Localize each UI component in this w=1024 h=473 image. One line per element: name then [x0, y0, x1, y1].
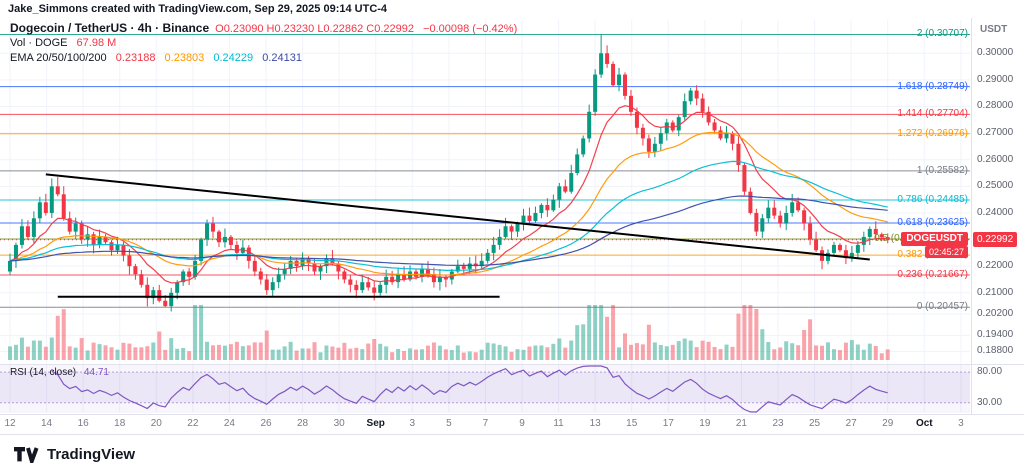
time-tick-label: 21	[735, 418, 747, 429]
fib-level-label: 0.236 (0.21667)	[897, 269, 968, 281]
price-tick-label: 0.21000	[977, 286, 1014, 298]
fib-level-label: 0.786 (0.24485)	[897, 194, 968, 206]
time-tick-label: 27	[845, 418, 857, 429]
price-tick-label: 0.26000	[977, 153, 1014, 165]
time-tick-label: 23	[772, 418, 784, 429]
price-tick-label: 0.20200	[977, 308, 1014, 320]
attribution-text: Jake_Simmons created with TradingView.co…	[8, 3, 388, 15]
time-tick-label: 15	[626, 418, 638, 429]
time-axis-divider	[0, 414, 1024, 415]
fib-level-label: 0 (0.20457)	[916, 301, 968, 313]
volume-legend-row: Vol · DOGE 67.98 M	[10, 37, 116, 49]
volume-value: 67.98 M	[76, 37, 117, 49]
symbol-price-label-badge: DOGEUSDT	[901, 232, 968, 247]
price-tick-label: 0.18800	[977, 345, 1014, 357]
pane-divider[interactable]	[0, 364, 1024, 365]
rsi-lower-band-label: 30.00	[977, 396, 1003, 408]
time-tick-label: 5	[446, 418, 452, 429]
ohlc-change: −0.00098 (−0.42%)	[423, 23, 518, 35]
ohlc-low: L0.22862	[317, 23, 364, 35]
fib-level-label: 1 (0.25582)	[916, 164, 968, 176]
price-tick-label: 0.24000	[977, 206, 1014, 218]
time-tick-label: 20	[150, 418, 162, 429]
ohlc-high: H0.23230	[266, 23, 315, 35]
time-tick-label: 26	[260, 418, 272, 429]
ema-legend-row: EMA 20/50/100/200 0.23188 0.23803 0.2422…	[10, 52, 302, 64]
time-tick-label: 14	[41, 418, 53, 429]
time-tick-label: 29	[882, 418, 894, 429]
footer-bar: TradingView	[0, 435, 1024, 473]
footer-divider	[0, 434, 1024, 435]
price-tick-label: 0.19400	[977, 329, 1014, 341]
time-tick-label: 19	[699, 418, 711, 429]
symbol-title: Dogecoin / TetherUS · 4h · Binance	[10, 21, 210, 35]
time-tick-label: 3	[409, 418, 416, 429]
time-tick-label: 18	[114, 418, 126, 429]
time-tick-label: 16	[77, 418, 89, 429]
time-tick-label: Sep	[366, 418, 385, 429]
ema-label: EMA 20/50/100/200	[10, 52, 107, 64]
ema200-value: 0.24131	[262, 52, 302, 64]
time-tick-label: 7	[482, 418, 489, 429]
tradingview-logo-icon	[14, 446, 39, 463]
price-tick-label: 0.29000	[977, 73, 1014, 85]
time-tick-label: 9	[519, 418, 525, 429]
symbol-legend-row: Dogecoin / TetherUS · 4h · Binance O0.230…	[10, 21, 517, 35]
ema100-value: 0.24229	[213, 52, 254, 64]
time-tick-label: 28	[297, 418, 309, 429]
time-tick-label: 13	[589, 418, 601, 429]
bar-countdown-badge: 02:45:27	[924, 246, 968, 259]
time-tick-label: 30	[333, 418, 345, 429]
time-axis[interactable]: 12 14 16 18 20 22 24 26 28 30 Sep 3 5 7 9 11 13 15 17 19 21 2…	[0, 417, 1024, 433]
time-tick-label: 12	[4, 418, 16, 429]
rsi-value: 44.71	[83, 367, 109, 378]
fib-level-label: 2 (0.30707)	[916, 28, 968, 40]
time-tick-label: 11	[553, 418, 564, 429]
time-tick-label: 24	[223, 418, 235, 429]
last-price-badge: 0.22992	[973, 231, 1018, 247]
volume-label: Vol · DOGE	[10, 37, 68, 49]
price-tick-label: 0.28000	[977, 100, 1014, 112]
price-axis[interactable]: USDT 80.00 30.00 0.30000 0.29000 0.28000 0.…	[972, 0, 1024, 473]
rsi-label: RSI (14, close)	[10, 367, 77, 378]
time-tick-label: 17	[662, 418, 674, 429]
ema20-value: 0.23188	[115, 52, 156, 64]
fib-level-label: 1.272 (0.26976)	[897, 127, 968, 139]
time-tick-label: 25	[809, 418, 821, 429]
brand-name[interactable]: TradingView	[47, 445, 136, 463]
price-axis-divider	[971, 18, 972, 414]
fib-level-label: 1.414 (0.27704)	[897, 108, 968, 120]
price-tick-label: 0.27000	[977, 127, 1014, 139]
tradingview-logo[interactable]	[14, 446, 40, 463]
fib-level-label: 0.5 (0.2	[874, 233, 908, 245]
ohlc-open: O0.23090	[215, 23, 264, 35]
ohlc-close: C0.22992	[366, 23, 414, 35]
price-tick-label: 0.22000	[977, 260, 1014, 272]
time-tick-label: 3	[958, 418, 964, 429]
fib-level-label: 1.618 (0.28749)	[897, 80, 968, 92]
rsi-legend-row: RSI (14, close) 44.71	[10, 367, 109, 378]
time-tick-label: 22	[187, 418, 199, 429]
price-axis-unit-label: USDT	[980, 24, 1008, 35]
price-tick-label: 0.25000	[977, 180, 1014, 192]
fib-level-label: 0.618 (0.23625)	[897, 216, 968, 228]
time-tick-label: Oct	[915, 418, 933, 429]
price-chart-canvas[interactable]	[0, 0, 1024, 414]
ema50-value: 0.23803	[164, 52, 205, 64]
rsi-upper-band-label: 80.00	[977, 366, 1003, 378]
price-tick-label: 0.30000	[977, 47, 1014, 59]
